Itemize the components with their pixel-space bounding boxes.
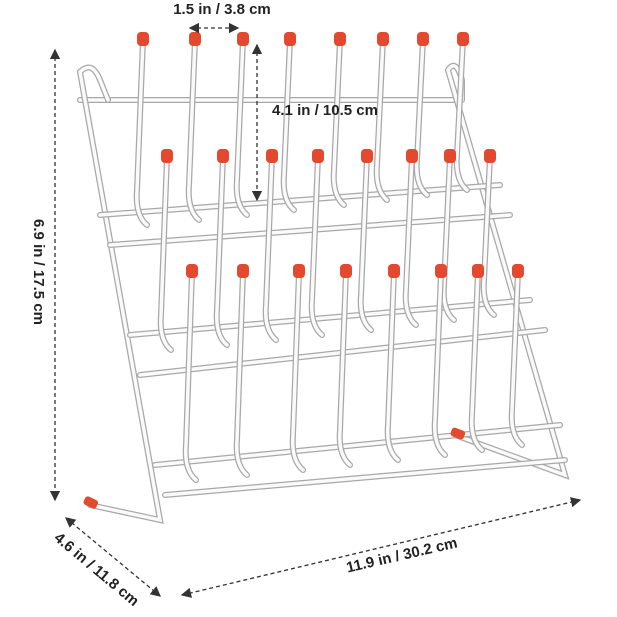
peg [309, 155, 324, 337]
peg-tip [512, 264, 524, 278]
peg [158, 155, 173, 352]
rung [153, 423, 562, 467]
peg-tip [161, 149, 173, 163]
right-frame [446, 64, 568, 478]
peg-tip [444, 149, 456, 163]
peg [403, 155, 418, 327]
peg-tip [217, 149, 229, 163]
peg [337, 270, 352, 467]
foot-cap [450, 427, 466, 440]
peg-tip [312, 149, 324, 163]
peg [134, 38, 149, 227]
peg [234, 270, 249, 477]
peg [385, 270, 400, 462]
peg [358, 155, 373, 332]
peg [263, 155, 278, 342]
peg-tip [237, 264, 249, 278]
peg [281, 38, 296, 212]
peg-tip [472, 264, 484, 278]
peg-tip [189, 32, 201, 46]
peg-tip [340, 264, 352, 278]
peg-tip [377, 32, 389, 46]
peg [509, 270, 524, 447]
width-arrow [180, 497, 582, 598]
peg-height-label: 4.1 in / 10.5 cm [272, 102, 378, 119]
height-label: 6.9 in / 17.5 cm [30, 219, 47, 325]
peg [186, 38, 201, 222]
rung [128, 298, 532, 337]
peg-tip [417, 32, 429, 46]
peg [441, 155, 456, 322]
peg [454, 38, 469, 192]
peg-tip [334, 32, 346, 46]
peg [183, 270, 198, 482]
peg [214, 155, 229, 347]
peg [432, 270, 447, 457]
peg [234, 38, 249, 217]
foot-cap [83, 496, 99, 509]
peg-tip [137, 32, 149, 46]
peg-tip [484, 149, 496, 163]
rung [108, 213, 512, 247]
peg-tip [284, 32, 296, 46]
peg-tip [435, 264, 447, 278]
peg-tip [293, 264, 305, 278]
depth-arrow [64, 517, 162, 597]
width-label: 11.9 in / 30.2 cm [345, 534, 459, 576]
peg-tip [388, 264, 400, 278]
peg [331, 38, 346, 207]
peg-tip [237, 32, 249, 46]
peg-tip [266, 149, 278, 163]
peg [290, 270, 305, 472]
drying-rack [76, 32, 570, 524]
left-frame [78, 65, 163, 523]
rung [98, 183, 502, 217]
rung [163, 458, 567, 497]
dimension-lines [49, 22, 582, 598]
peg-tip [457, 32, 469, 46]
peg [481, 155, 496, 317]
peg-tip [361, 149, 373, 163]
peg [374, 38, 389, 202]
peg-tip [406, 149, 418, 163]
spacing-label: 1.5 in / 3.8 cm [173, 1, 271, 18]
peg-tip [186, 264, 198, 278]
peg [469, 270, 484, 452]
